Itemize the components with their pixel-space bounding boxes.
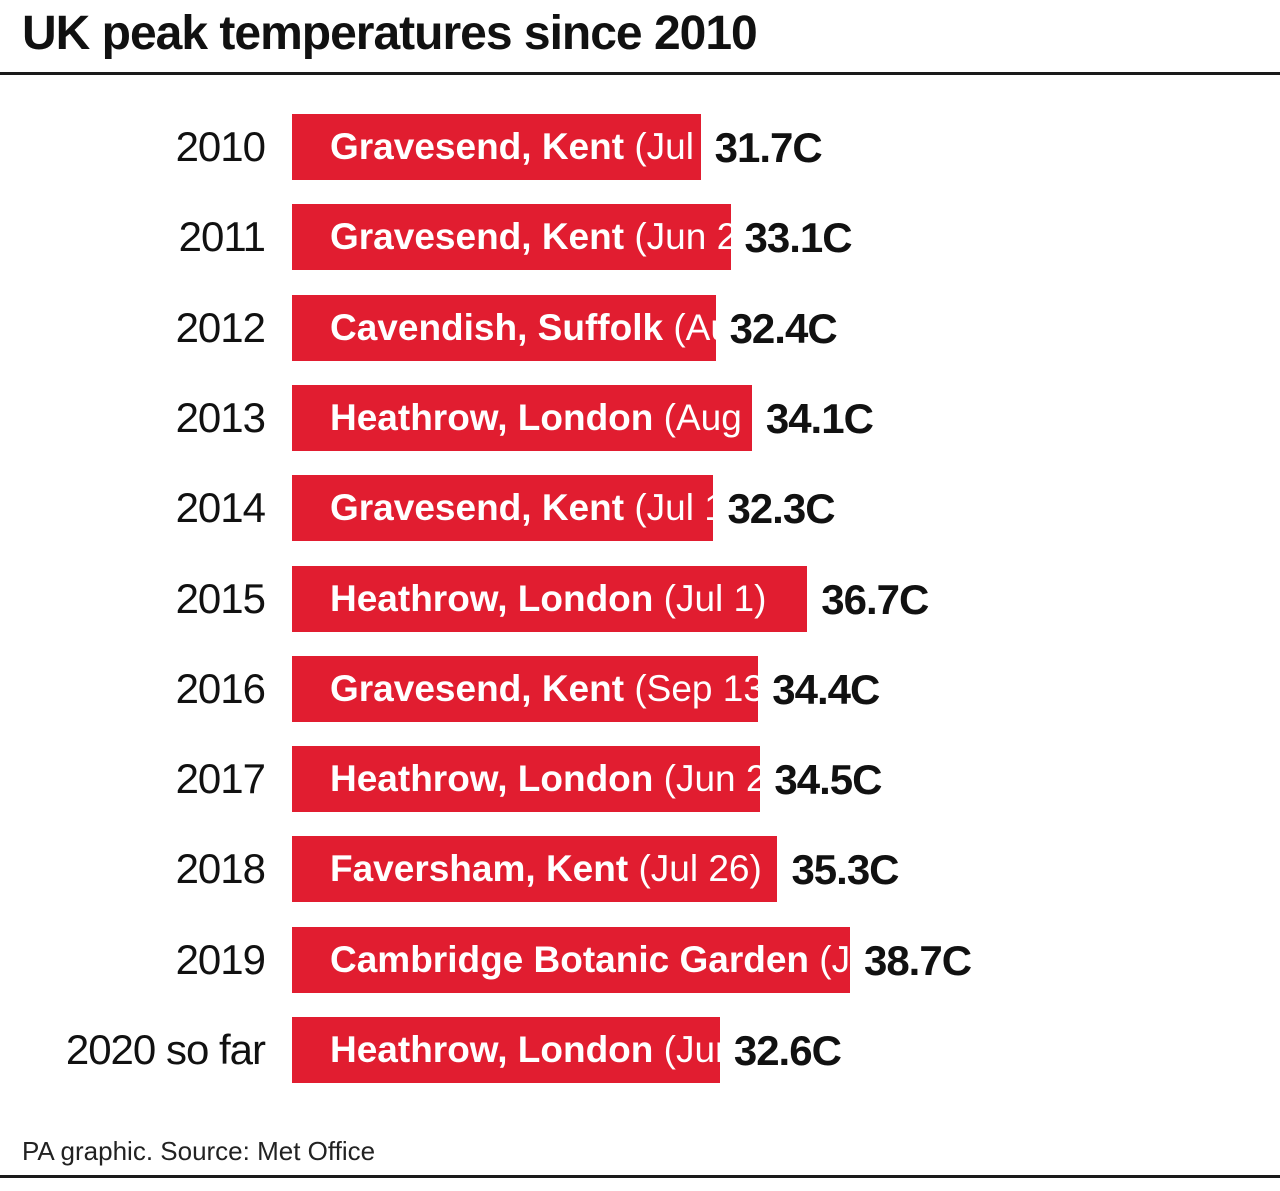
bar-location-label: Gravesend, Kent (Jul 9) bbox=[330, 114, 737, 180]
record-date: (Jul 9) bbox=[624, 126, 738, 167]
temperature-bar bbox=[292, 565, 808, 632]
year-label: 2020 so far bbox=[65, 1026, 266, 1073]
temperature-bar bbox=[292, 1017, 720, 1083]
temperature-value-label: 32.4C bbox=[729, 304, 838, 352]
record-date: (Jun 21) bbox=[653, 758, 800, 800]
location-name: Heathrow, London bbox=[330, 577, 654, 619]
temperature-bar bbox=[292, 384, 752, 451]
record-date: (Aug 1) bbox=[653, 396, 785, 438]
bar-location-label: Heathrow, London (Jul 1) bbox=[330, 566, 766, 632]
location-name: Cavendish, Suffolk bbox=[330, 306, 664, 348]
bar-row: 2018 Faversham, Kent (Jul 26) 35.3C bbox=[0, 836, 1280, 903]
bar-row: 2010 Gravesend, Kent (Jul 9) 31.7C bbox=[0, 114, 1280, 180]
year-label: 2012 bbox=[175, 303, 266, 351]
location-name: Gravesend, Kent bbox=[330, 487, 625, 529]
temperature-bar bbox=[292, 475, 714, 542]
year-label: 2011 bbox=[178, 213, 266, 261]
temperature-bar bbox=[292, 926, 850, 993]
temperature-value-label: 34.4C bbox=[772, 665, 880, 713]
year-label: 2016 bbox=[175, 664, 266, 712]
top-divider bbox=[0, 72, 1280, 75]
temperature-value-label: 34.1C bbox=[765, 394, 874, 442]
year-label: 2014 bbox=[175, 484, 266, 532]
bar-location-label: Gravesend, Kent (Jun 27) bbox=[330, 204, 770, 270]
source-credit: PA graphic. Source: Met Office bbox=[22, 1136, 376, 1166]
temperature-bar bbox=[292, 655, 759, 722]
bar-location-label: Gravesend, Kent (Sep 13) bbox=[330, 656, 776, 722]
location-name: Gravesend, Kent bbox=[330, 667, 625, 709]
record-date: (Jul 18) bbox=[624, 487, 758, 529]
bar-row: 2011 Gravesend, Kent (Jun 27) 33.1C bbox=[0, 204, 1280, 271]
bar-row: 2012 Cavendish, Suffolk (Aug 18) 32.4C bbox=[0, 294, 1280, 361]
bar-row: 2016 Gravesend, Kent (Sep 13) 34.4C bbox=[0, 655, 1280, 722]
chart-title: UK peak temperatures since 2010 bbox=[22, 7, 758, 60]
bar-location-label: Gravesend, Kent (Jul 18) bbox=[330, 475, 758, 541]
temperature-value-label: 32.6C bbox=[733, 1027, 842, 1074]
year-label: 2019 bbox=[175, 935, 266, 983]
bar-location-label: Cavendish, Suffolk (Aug 18) bbox=[330, 295, 815, 361]
record-date: (Jul 1) bbox=[653, 577, 767, 619]
bar-row: 2017 Heathrow, London (Jun 21) 34.5C bbox=[0, 746, 1280, 813]
temperature-bar bbox=[292, 114, 701, 180]
bar-location-label: Faversham, Kent (Jul 26) bbox=[330, 836, 762, 902]
record-date: (Jul 26) bbox=[628, 848, 762, 890]
location-name: Gravesend, Kent bbox=[330, 216, 625, 258]
location-name: Heathrow, London bbox=[330, 1029, 654, 1070]
year-label: 2013 bbox=[175, 393, 266, 441]
temperature-value-label: 34.5C bbox=[774, 756, 882, 804]
record-date: (Jul 25) bbox=[809, 938, 943, 980]
location-name: Heathrow, London bbox=[330, 396, 654, 438]
location-name: Faversham, Kent bbox=[330, 848, 629, 890]
record-date: (Jun 24) bbox=[653, 1029, 800, 1070]
temperature-value-label: 35.3C bbox=[791, 846, 899, 894]
location-name: Heathrow, London bbox=[330, 758, 654, 800]
temperature-value-label: 32.3C bbox=[727, 485, 835, 533]
year-label: 2017 bbox=[175, 755, 266, 803]
year-label: 2015 bbox=[175, 574, 266, 622]
temperature-value-label: 31.7C bbox=[714, 124, 823, 171]
location-name: Cambridge Botanic Garden bbox=[330, 938, 810, 980]
bar-row: 2015 Heathrow, London (Jul 1) 36.7C bbox=[0, 565, 1280, 632]
temperature-value-label: 38.7C bbox=[863, 936, 972, 984]
location-name: Gravesend, Kent bbox=[330, 126, 625, 167]
bar-row: 2019 Cambridge Botanic Garden (Jul 25) 38.… bbox=[0, 926, 1280, 993]
bar-location-label: Heathrow, London (Jun 24) bbox=[330, 1017, 799, 1083]
bar-row: 2020 so far Heathrow, London (Jun 24) 32.6… bbox=[0, 1017, 1280, 1083]
temperature-bar bbox=[292, 836, 778, 903]
record-date: (Sep 13) bbox=[624, 667, 777, 709]
temperature-bar bbox=[292, 746, 761, 813]
temperature-value-label: 33.1C bbox=[744, 214, 853, 262]
bar-row: 2013 Heathrow, London (Aug 1) 34.1C bbox=[0, 384, 1280, 451]
record-date: (Jun 27) bbox=[624, 216, 771, 258]
temperature-bar bbox=[292, 294, 716, 361]
year-label: 2018 bbox=[175, 845, 266, 893]
bar-location-label: Heathrow, London (Aug 1) bbox=[330, 385, 785, 451]
temperature-value-label: 36.7C bbox=[821, 575, 929, 623]
bar-location-label: Heathrow, London (Jun 21) bbox=[330, 746, 799, 812]
bottom-divider bbox=[0, 1175, 1280, 1178]
record-date: (Aug 18) bbox=[663, 306, 816, 348]
temperature-bar bbox=[292, 204, 731, 271]
year-label: 2010 bbox=[175, 123, 266, 170]
bar-row: 2014 Gravesend, Kent (Jul 18) 32.3C bbox=[0, 475, 1280, 542]
bar-location-label: Cambridge Botanic Garden (Jul 25) bbox=[330, 927, 943, 993]
